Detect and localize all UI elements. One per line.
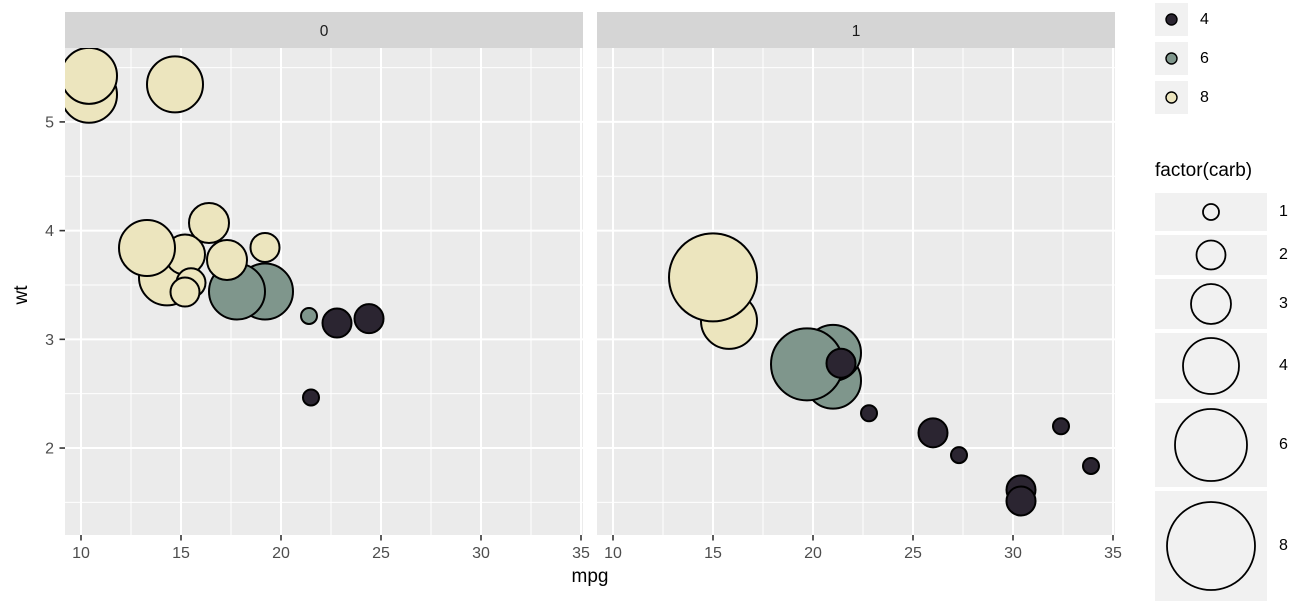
x-tick-label: 35 xyxy=(1104,545,1122,562)
carb-legend-item: 4 xyxy=(1155,333,1308,399)
carb-legend-key xyxy=(1155,491,1267,601)
data-point xyxy=(146,55,204,114)
data-point xyxy=(188,202,230,245)
x-tick-label: 30 xyxy=(1004,545,1022,562)
carb-legend-key xyxy=(1155,403,1267,487)
y-tick-label: 4 xyxy=(45,223,54,240)
cyl-color-legend: 4 6 8 xyxy=(1155,3,1209,120)
x-tick-label: 10 xyxy=(604,545,622,562)
cyl-legend-item: 6 xyxy=(1155,42,1209,75)
cyl-legend-item: 8 xyxy=(1155,81,1209,114)
carb-key-circle-icon xyxy=(1202,203,1220,221)
cyl-legend-key xyxy=(1155,3,1188,36)
data-point xyxy=(353,303,385,335)
carb-legend-item: 1 xyxy=(1155,193,1308,231)
carb-legend-label: 4 xyxy=(1279,357,1288,374)
data-point xyxy=(917,417,949,449)
data-point xyxy=(1052,417,1070,436)
data-point xyxy=(249,231,281,263)
carb-legend-key xyxy=(1155,193,1267,231)
x-tick-label: 10 xyxy=(72,545,90,562)
carb-legend-item: 3 xyxy=(1155,279,1308,329)
x-axis-title: mpg xyxy=(571,566,609,587)
x-tick-label: 20 xyxy=(804,545,822,562)
data-point xyxy=(860,404,878,423)
carb-legend-label: 6 xyxy=(1279,436,1288,453)
carb-legend-label: 2 xyxy=(1279,246,1288,263)
facet-strip-label: 0 xyxy=(320,23,329,40)
points-layer xyxy=(668,232,1100,517)
carb-key-circle-icon xyxy=(1166,501,1256,591)
carb-legend-item: 6 xyxy=(1155,403,1308,487)
carb-legend-key xyxy=(1155,333,1267,399)
carb-legend-label: 8 xyxy=(1279,537,1288,554)
carb-key-circle xyxy=(1166,501,1256,591)
data-point xyxy=(825,347,857,379)
data-point xyxy=(169,276,201,308)
data-point xyxy=(300,306,318,325)
facet-strip-label: 1 xyxy=(852,23,861,40)
y-tick-label: 3 xyxy=(45,332,54,349)
cyl-key-dot xyxy=(1165,13,1178,26)
cyl-legend-label: 4 xyxy=(1200,10,1209,28)
x-tick-label: 15 xyxy=(172,545,190,562)
carb-legend-label: 1 xyxy=(1279,203,1288,220)
x-tick-label: 15 xyxy=(704,545,722,562)
carb-legend-item: 8 xyxy=(1155,491,1308,601)
cyl-key-dot-icon xyxy=(1165,13,1178,26)
cyl-key-dot xyxy=(1165,52,1178,65)
carb-size-legend: factor(carb) 1 2 3 4 6 8 xyxy=(1155,160,1308,605)
carb-key-circle-icon xyxy=(1195,239,1227,271)
carb-key-circle-icon xyxy=(1182,337,1240,395)
carb-key-circle xyxy=(1182,337,1240,395)
carb-key-circle xyxy=(1195,239,1227,271)
data-point xyxy=(302,388,320,407)
facet-strip xyxy=(65,12,583,48)
carb-key-circle-icon xyxy=(1174,408,1248,482)
cyl-legend-label: 8 xyxy=(1200,88,1209,106)
data-point xyxy=(1082,456,1100,475)
carb-key-circle xyxy=(1202,203,1220,221)
carb-legend-key xyxy=(1155,235,1267,275)
x-tick-label: 30 xyxy=(472,545,490,562)
cyl-key-dot-icon xyxy=(1165,91,1178,104)
carb-legend-key xyxy=(1155,279,1267,329)
data-point xyxy=(950,446,968,465)
carb-legend-keys: 1 2 3 4 6 8 xyxy=(1155,193,1308,601)
x-tick-label: 35 xyxy=(572,545,590,562)
carb-legend-label: 3 xyxy=(1279,295,1288,312)
x-tick-label: 25 xyxy=(904,545,922,562)
carb-key-circle-icon xyxy=(1190,283,1232,325)
cyl-legend-key xyxy=(1155,81,1188,114)
cyl-legend-key xyxy=(1155,42,1188,75)
cyl-key-dot-icon xyxy=(1165,52,1178,65)
y-tick-label: 2 xyxy=(45,441,54,458)
data-point xyxy=(118,219,176,278)
data-point xyxy=(321,307,353,339)
y-axis-title: wt xyxy=(11,285,32,305)
cyl-key-dot xyxy=(1165,91,1178,104)
y-tick-label: 5 xyxy=(45,114,54,131)
cyl-legend-label: 6 xyxy=(1200,49,1209,67)
data-point xyxy=(206,238,248,281)
data-point xyxy=(668,232,758,323)
carb-legend-title: factor(carb) xyxy=(1155,160,1253,181)
data-point xyxy=(1005,485,1037,517)
x-tick-label: 25 xyxy=(372,545,390,562)
carb-key-circle xyxy=(1190,283,1232,325)
carb-key-circle xyxy=(1174,408,1248,482)
cyl-legend-item: 4 xyxy=(1155,3,1209,36)
data-point xyxy=(65,48,118,105)
facet-strip xyxy=(597,12,1115,48)
x-tick-label: 20 xyxy=(272,545,290,562)
points-layer xyxy=(65,48,385,407)
carb-legend-item: 2 xyxy=(1155,235,1308,275)
